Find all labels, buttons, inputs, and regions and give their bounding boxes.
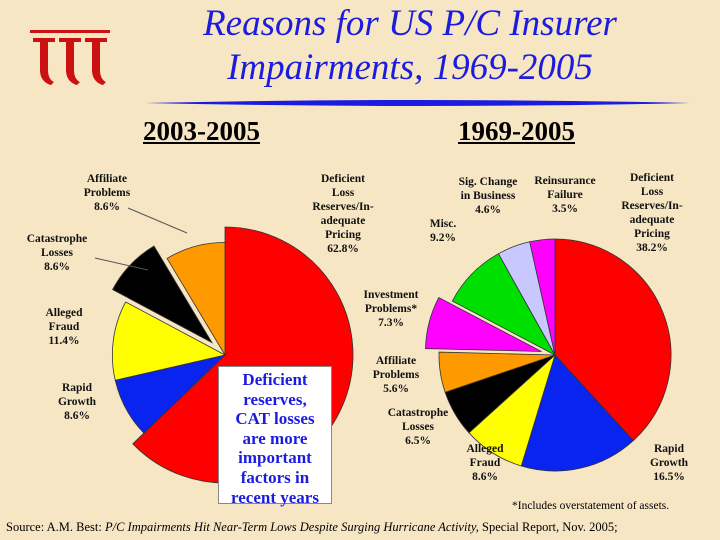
pie-slice bbox=[438, 351, 556, 393]
slice-label-line: Growth bbox=[650, 457, 689, 469]
slice-label-line: Rapid bbox=[62, 382, 93, 394]
title-underline bbox=[145, 100, 690, 106]
source-citation: Source: A.M. Best: P/C Impairments Hit N… bbox=[6, 520, 618, 535]
slice-label-line: Loss bbox=[641, 186, 664, 198]
slice-label-line: Problems* bbox=[365, 303, 417, 315]
slice-label-line: 8.6% bbox=[94, 201, 120, 213]
slice-label-line: 16.5% bbox=[653, 471, 685, 483]
slice-label-line: Misc. bbox=[430, 218, 457, 230]
callout-line: Deficient bbox=[242, 370, 308, 389]
callout-line: factors in bbox=[240, 467, 310, 487]
slice-label-line: Sig. Change bbox=[459, 176, 518, 188]
slice-label-line: Affiliate bbox=[87, 173, 127, 185]
slice-label-line: 62.8% bbox=[327, 243, 359, 255]
slice-label-line: Reserves/In- bbox=[621, 200, 682, 212]
pie-slice bbox=[425, 296, 542, 352]
slice-label-line: Loss bbox=[332, 187, 355, 199]
slice-label-line: 6.5% bbox=[405, 435, 431, 447]
slice-label-line: 9.2% bbox=[430, 232, 456, 244]
slice-label-line: Problems bbox=[373, 369, 420, 381]
slice-label-line: Reinsurance bbox=[534, 175, 595, 187]
label-leader bbox=[94, 257, 149, 271]
slice-label-line: Failure bbox=[547, 189, 583, 201]
slice-label-line: Catastrophe bbox=[27, 233, 87, 245]
slice-label-line: Losses bbox=[41, 247, 73, 259]
slice-label-line: 7.3% bbox=[378, 317, 404, 329]
slice-label-line: Pricing bbox=[325, 229, 361, 241]
slice-label-line: Deficient bbox=[321, 173, 365, 185]
slice-label-line: Reserves/In- bbox=[312, 201, 373, 213]
pie-slice bbox=[112, 245, 214, 344]
slice-label-line: Losses bbox=[402, 421, 434, 433]
slice-label-line: in Business bbox=[461, 190, 516, 202]
slice-label: Catastrophe Losses 6.5% bbox=[388, 407, 448, 447]
iii-logo bbox=[30, 30, 110, 85]
slice-label-line: Rapid bbox=[654, 443, 685, 455]
slice-label-line: Fraud bbox=[470, 457, 501, 469]
pie-1969-2005: Deficient Loss Reserves/In-adequate Pricing… bbox=[364, 172, 689, 483]
slice-label-line: Affiliate bbox=[376, 355, 416, 367]
slice-label-line: Deficient bbox=[630, 172, 674, 184]
slice-label: Reinsurance Failure 3.5% bbox=[534, 175, 595, 215]
period-title-1969-2005: 1969-2005 bbox=[458, 116, 575, 146]
footnote: *Includes overstatement of assets. bbox=[512, 500, 670, 512]
slice-label-line: 11.4% bbox=[49, 335, 80, 347]
callout-line: recent years bbox=[231, 487, 319, 507]
source-suffix: Special Report, Nov. 2005; bbox=[478, 520, 618, 534]
slice-label: Sig. Change in Business 4.6% bbox=[459, 176, 518, 216]
slice-label: Deficient Loss Reserves/In-adequate Pricing… bbox=[621, 172, 682, 254]
title-line-1: Reasons for US P/C Insurer bbox=[203, 3, 617, 44]
slice-label: Deficient Loss Reserves/In-adequate Pricing… bbox=[312, 173, 373, 255]
slice-label-line: Catastrophe bbox=[388, 407, 448, 419]
slice-label-line: 8.6% bbox=[472, 471, 498, 483]
pie-slice bbox=[554, 238, 672, 442]
slice-label-line: 4.6% bbox=[475, 204, 501, 216]
page-title: Reasons for US P/C Insurer Impairments, … bbox=[150, 2, 670, 90]
pie-slice bbox=[111, 301, 227, 381]
slice-label: Alleged Fraud 11.4% bbox=[45, 307, 83, 347]
slice-label: Investment Problems* 7.3% bbox=[364, 289, 419, 329]
pie-slice bbox=[166, 241, 226, 357]
slice-label: Catastrophe Losses 8.6% bbox=[27, 233, 87, 273]
slice-label: Affiliate Problems 5.6% bbox=[373, 355, 420, 395]
slice-label-line: Alleged bbox=[45, 307, 83, 319]
slice-label-line: Problems bbox=[84, 187, 131, 199]
slice-label-line: 8.6% bbox=[44, 261, 70, 273]
slice-label: Alleged Fraud 8.6% bbox=[466, 443, 504, 483]
slice-label-line: 38.2% bbox=[636, 242, 668, 254]
source-report-title: P/C Impairments Hit Near-Term Lows Despi… bbox=[104, 520, 479, 534]
callout-line: reserves, bbox=[243, 389, 307, 409]
slice-label: Rapid Growth 16.5% bbox=[650, 443, 689, 483]
title-line-2: Impairments, 1969-2005 bbox=[227, 47, 593, 88]
source-prefix: Source: A.M. Best: bbox=[6, 520, 105, 534]
slice-label-line: adequate bbox=[321, 215, 366, 227]
callout-line: CAT losses bbox=[235, 409, 315, 429]
callout-box: Deficient reserves, CAT losses are more impo… bbox=[218, 366, 332, 507]
label-leader bbox=[127, 207, 188, 234]
slice-label-line: Fraud bbox=[49, 321, 80, 333]
slice-label-line: 5.6% bbox=[383, 383, 409, 395]
slice-label-line: Growth bbox=[58, 396, 97, 408]
pie-slice bbox=[529, 238, 556, 356]
callout-line: are more bbox=[242, 428, 308, 448]
slice-label-line: Alleged bbox=[466, 443, 504, 455]
slice-label-line: Investment bbox=[364, 289, 419, 301]
slice-label-line: 3.5% bbox=[552, 203, 578, 215]
pie-slice bbox=[520, 354, 634, 472]
slice-label-line: 8.6% bbox=[64, 410, 90, 422]
slice-label-line: Pricing bbox=[634, 228, 670, 240]
callout-line: important bbox=[238, 448, 312, 468]
slice-label: Rapid Growth 8.6% bbox=[58, 382, 97, 422]
slice-label-line: adequate bbox=[630, 214, 675, 226]
slice-label: Affiliate Problems 8.6% bbox=[84, 173, 131, 213]
period-title-2003-2005: 2003-2005 bbox=[143, 116, 260, 146]
slice-label: Misc. 9.2% bbox=[430, 218, 457, 244]
